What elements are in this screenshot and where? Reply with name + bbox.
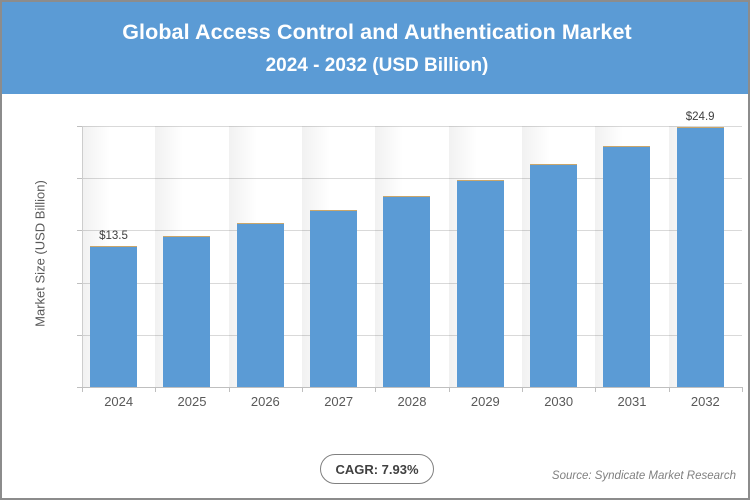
x-axis-tick bbox=[155, 387, 157, 392]
x-axis-tick bbox=[668, 387, 670, 392]
x-axis-tick bbox=[302, 387, 303, 392]
bar-2027[interactable] bbox=[310, 209, 357, 387]
chart-subtitle: 2024 - 2032 (USD Billion) bbox=[265, 54, 489, 76]
y-axis-title: Market Size (USD Billion) bbox=[32, 180, 48, 327]
x-axis-tick-label: 2030 bbox=[544, 394, 574, 409]
x-axis-tick bbox=[82, 387, 83, 392]
x-axis-tick-label: 2025 bbox=[177, 394, 207, 409]
bar-2024[interactable] bbox=[90, 246, 137, 387]
x-axis-tick-label: 2027 bbox=[324, 394, 354, 409]
y-axis-tick bbox=[77, 126, 82, 127]
x-axis-tick bbox=[228, 387, 230, 392]
cagr-badge: CAGR: 7.93% bbox=[320, 454, 434, 484]
bar-2025[interactable] bbox=[163, 235, 211, 387]
bar-value-label: $24.9 bbox=[685, 111, 715, 124]
bar-2029[interactable] bbox=[456, 180, 504, 387]
gridline bbox=[82, 126, 742, 127]
bar-slot bbox=[522, 126, 596, 387]
x-axis-tick bbox=[522, 387, 523, 392]
bars-group: $13.5 $24.9 bbox=[82, 111, 742, 387]
x-axis-tick-label: 2026 bbox=[250, 394, 280, 409]
bar-slot bbox=[375, 126, 449, 387]
plot-area: $0$5$10$15$20$25 $13.5$24.9 202420252026… bbox=[77, 111, 743, 409]
gridline bbox=[82, 178, 742, 180]
y-axis-tick bbox=[77, 230, 82, 232]
y-axis-line bbox=[82, 126, 83, 387]
source-attribution: Source: Syndicate Market Research bbox=[551, 470, 736, 482]
bar-slot bbox=[228, 126, 302, 387]
chart-header-banner: Global Access Control and Authentication… bbox=[2, 2, 748, 94]
x-axis-tick-label: 2029 bbox=[470, 394, 500, 409]
x-axis-tick bbox=[742, 387, 743, 392]
y-axis-tick bbox=[77, 282, 82, 284]
bar-2030[interactable] bbox=[530, 163, 577, 387]
bar-2028[interactable] bbox=[383, 195, 431, 387]
x-axis-tick-label: 2024 bbox=[104, 394, 134, 409]
bar-slot bbox=[302, 126, 376, 387]
bar-slot bbox=[155, 126, 229, 387]
bar-slot bbox=[595, 126, 669, 387]
x-axis-tick bbox=[595, 387, 597, 392]
bar-slot: $24.9 bbox=[668, 111, 742, 387]
y-axis-tick bbox=[77, 387, 82, 388]
bar-value-label: $13.5 bbox=[99, 230, 128, 243]
gridline bbox=[82, 387, 742, 388]
y-axis-tick bbox=[77, 334, 82, 336]
x-axis-tick bbox=[448, 387, 450, 392]
bar-2031[interactable] bbox=[603, 145, 651, 387]
bar-slot: $13.5 bbox=[82, 126, 156, 387]
bar-slot bbox=[448, 126, 522, 387]
x-axis-tick-label: 2032 bbox=[690, 394, 720, 409]
x-axis-tick-label: 2028 bbox=[397, 394, 427, 409]
chart-title: Global Access Control and Authentication… bbox=[122, 19, 632, 44]
chart-body: Market Size (USD Billion) $0$5$10$15$20$… bbox=[2, 94, 748, 498]
cagr-label: CAGR: 7.93% bbox=[335, 461, 419, 477]
y-axis-tick bbox=[77, 178, 82, 180]
bar-2032[interactable] bbox=[676, 127, 724, 387]
bar-2026[interactable] bbox=[236, 223, 284, 387]
x-axis-tick bbox=[375, 387, 377, 392]
x-axis-tick-label: 2031 bbox=[617, 394, 647, 409]
